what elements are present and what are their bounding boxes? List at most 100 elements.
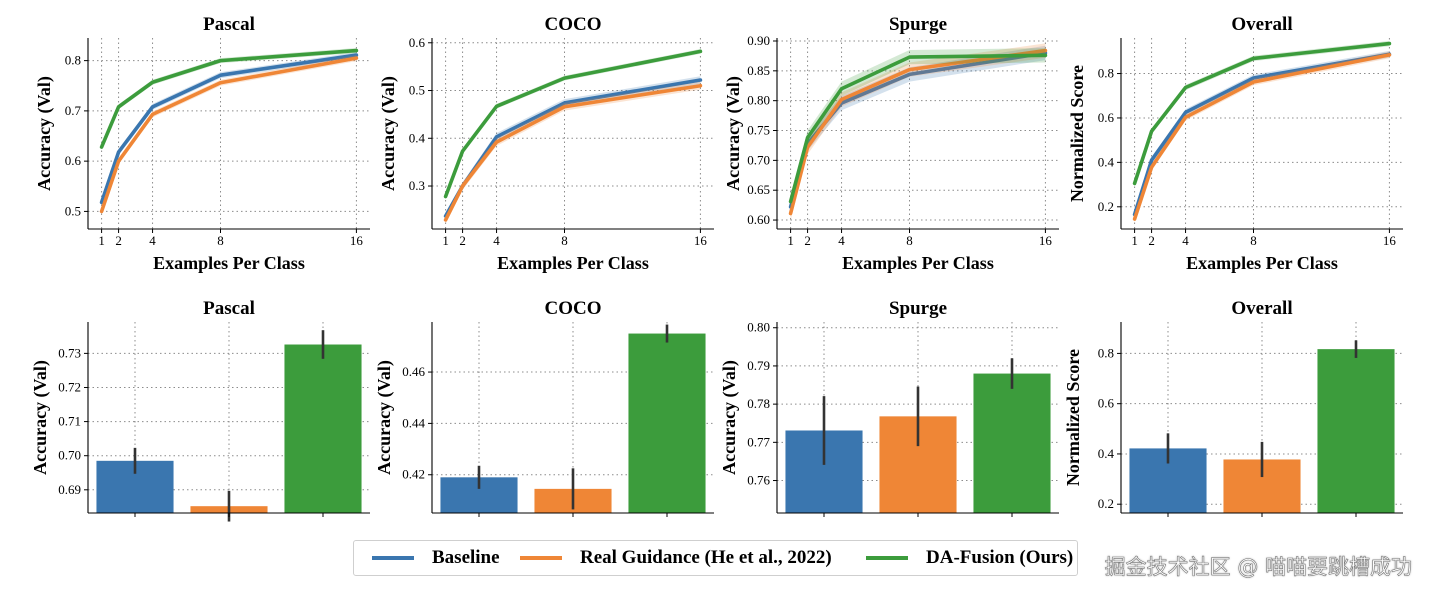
legend-item-da-fusion: DA-Fusion (Ours) — [866, 541, 1073, 575]
chart-title: Spurge — [889, 298, 947, 319]
x-tick-label: 4 — [493, 233, 500, 248]
panel-overall-line: Overall Normalized Score 0.2 0.4 0.6 0.8 1 2 4 8 1… — [1067, 14, 1403, 273]
y-tick-label: 0.2 — [1098, 199, 1114, 214]
y-tick-label: 0.6 — [409, 35, 426, 50]
legend-label-baseline: Baseline — [432, 547, 500, 568]
y-tick-label: 0.80 — [747, 320, 770, 335]
y-tick-label: 0.70 — [747, 152, 770, 167]
legend: Baseline Real Guidance (He et al., 2022)… — [353, 540, 1078, 576]
panel-overall-bar: Overall Normalized Score 0.2 0.4 0.6 0.8 — [1063, 298, 1403, 517]
series-line-real-guidance-he-et-al-2022 — [1132, 53, 1392, 221]
legend-swatch-baseline — [372, 556, 414, 560]
x-tick-label: 4 — [1182, 233, 1189, 248]
x-tick-label: 2 — [1148, 233, 1155, 248]
series-line-baseline — [443, 78, 703, 218]
y-tick-label: 0.7 — [65, 103, 82, 118]
panel-pascal-line: Pascal Accuracy (Val) 0.5 0.6 0.7 0.8 1 2 4 8 16 Ex… — [34, 14, 370, 273]
y-axis-label: Normalized Score — [1067, 65, 1087, 202]
x-tick-label: 16 — [1383, 233, 1397, 248]
legend-label-real-guidance: Real Guidance (He et al., 2022) — [580, 547, 832, 568]
x-tick-label: 16 — [350, 233, 364, 248]
watermark: 掘金技术社区 @ 喵喵要跳槽成功 — [1104, 555, 1412, 580]
legend-label-da-fusion: DA-Fusion (Ours) — [926, 547, 1074, 568]
confidence-band-real-guidance-he-et-al-2022 — [790, 43, 1046, 221]
bar-da-fusion-ours — [628, 333, 706, 513]
legend-item-real-guidance: Real Guidance (He et al., 2022) — [520, 541, 832, 575]
y-tick-label: 0.8 — [1098, 345, 1114, 360]
y-axis-label: Accuracy (Val) — [723, 76, 744, 191]
y-tick-label: 0.4 — [1098, 446, 1115, 461]
y-axis-label: Normalized Score — [1063, 349, 1083, 486]
y-tick-label: 0.75 — [747, 123, 770, 138]
panel-coco-bar: COCO Accuracy (Val) 0.42 0.44 0.46 — [374, 298, 714, 517]
x-tick-label: 1 — [442, 233, 449, 248]
legend-item-baseline: Baseline — [372, 541, 500, 575]
y-tick-label: 0.4 — [1098, 154, 1115, 169]
y-tick-label: 0.77 — [747, 434, 770, 449]
y-tick-label: 0.60 — [747, 212, 770, 227]
y-tick-label: 0.6 — [1098, 396, 1115, 411]
panel-coco-line: COCO Accuracy (Val) 0.3 0.4 0.5 0.6 1 2 4 8 16 Exam… — [378, 14, 714, 273]
y-tick-label: 0.69 — [58, 482, 81, 497]
series-line-da-fusion-ours — [443, 49, 703, 199]
chart-title: Overall — [1231, 298, 1292, 319]
bar-da-fusion-ours — [973, 373, 1051, 513]
y-tick-label: 0.79 — [747, 358, 770, 373]
chart-title: COCO — [545, 298, 602, 319]
y-tick-label: 0.72 — [58, 379, 81, 394]
x-tick-label: 8 — [561, 233, 568, 248]
chart-title: Overall — [1231, 14, 1292, 35]
y-axis-label: Accuracy (Val) — [374, 360, 395, 475]
chart-title: Pascal — [203, 14, 255, 35]
y-tick-label: 0.65 — [747, 182, 770, 197]
y-axis-label: Accuracy (Val) — [378, 76, 399, 191]
x-tick-label: 8 — [1250, 233, 1257, 248]
legend-swatch-da-fusion — [866, 556, 908, 560]
confidence-band-baseline — [790, 45, 1046, 215]
confidence-band-baseline — [445, 76, 701, 220]
y-axis-label: Accuracy (Val) — [34, 76, 55, 191]
y-tick-label: 0.3 — [409, 178, 425, 193]
y-tick-label: 0.8 — [65, 53, 81, 68]
y-tick-label: 0.4 — [409, 130, 426, 145]
panel-spurge-bar: Spurge Accuracy (Val) 0.76 0.77 0.78 0.79 0.80 — [719, 298, 1059, 517]
y-axis-label: Accuracy (Val) — [30, 360, 51, 475]
x-tick-label: 2 — [804, 233, 811, 248]
panel-spurge-line: Spurge Accuracy (Val) 0.60 0.65 0.70 0.75 0.80… — [723, 14, 1059, 273]
x-axis-label: Examples Per Class — [497, 253, 649, 273]
bar-da-fusion-ours — [284, 344, 362, 513]
x-tick-label: 16 — [694, 233, 708, 248]
y-tick-label: 0.85 — [747, 63, 770, 78]
chart-title: Pascal — [203, 298, 255, 319]
x-tick-label: 1 — [98, 233, 105, 248]
series-line-real-guidance-he-et-al-2022 — [99, 56, 359, 214]
x-tick-label: 2 — [115, 233, 122, 248]
confidence-band-da-fusion-ours — [790, 48, 1046, 209]
y-tick-label: 0.44 — [402, 415, 425, 430]
y-tick-label: 0.46 — [402, 364, 425, 379]
y-tick-label: 0.71 — [58, 414, 81, 429]
x-tick-label: 8 — [906, 233, 913, 248]
bar-da-fusion-ours — [1317, 349, 1395, 513]
x-axis-label: Examples Per Class — [1186, 253, 1338, 273]
y-tick-label: 0.70 — [58, 448, 81, 463]
x-tick-label: 2 — [459, 233, 466, 248]
y-tick-label: 0.80 — [747, 93, 770, 108]
x-tick-label: 4 — [838, 233, 845, 248]
x-axis-label: Examples Per Class — [842, 253, 994, 273]
y-tick-label: 0.8 — [1098, 66, 1114, 81]
legend-swatch-real-guidance — [520, 556, 562, 560]
x-axis-label: Examples Per Class — [153, 253, 305, 273]
y-tick-label: 0.6 — [65, 153, 82, 168]
chart-title: COCO — [545, 14, 602, 35]
y-axis-label: Accuracy (Val) — [719, 360, 740, 475]
y-tick-label: 0.42 — [402, 467, 425, 482]
x-tick-label: 1 — [1131, 233, 1138, 248]
y-tick-label: 0.5 — [409, 83, 425, 98]
y-tick-label: 0.5 — [65, 203, 81, 218]
x-tick-label: 1 — [787, 233, 794, 248]
x-tick-label: 8 — [217, 233, 224, 248]
panel-pascal-bar: Pascal Accuracy (Val) 0.69 0.70 0.71 0.72 0.73 — [30, 298, 370, 522]
y-tick-label: 0.78 — [747, 396, 770, 411]
